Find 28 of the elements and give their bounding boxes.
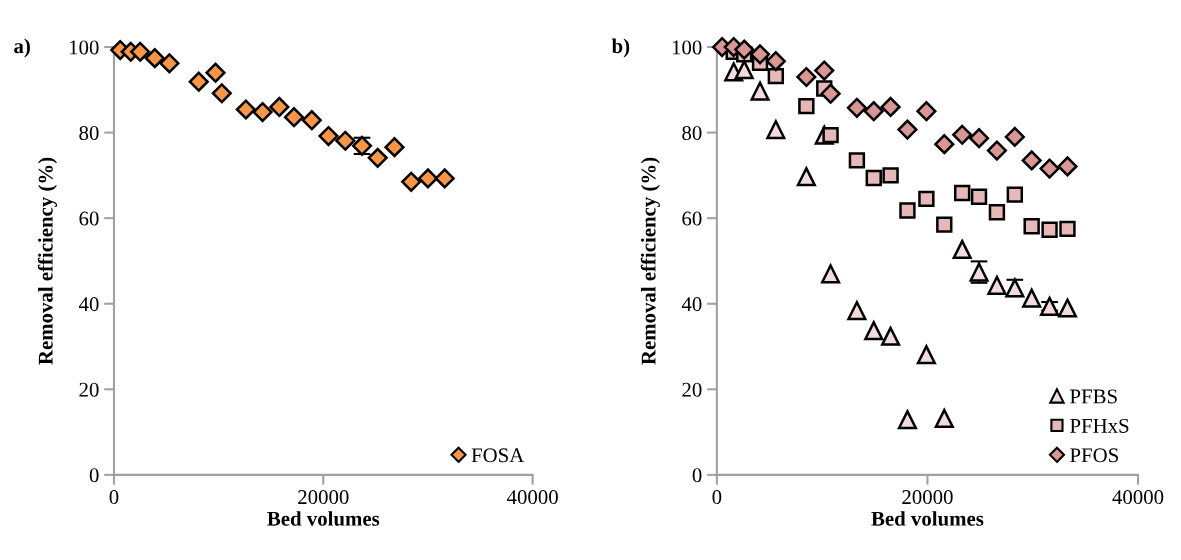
y-tick-label: 60 <box>682 211 702 226</box>
y-tick-label: 100 <box>69 40 99 55</box>
y-axis-title: Removal efficiency (%) <box>640 157 660 365</box>
chart-title: b) <box>611 38 630 58</box>
x-tick-label: 0 <box>109 490 119 505</box>
y-tick-label: 100 <box>672 40 702 55</box>
legend-label: PFBS <box>1070 389 1117 404</box>
x-tick-label: 40000 <box>507 490 558 505</box>
x-tick-label: 0 <box>712 490 722 505</box>
y-axis-title: Removal efficiency (%) <box>37 157 58 365</box>
legend-label: PFOS <box>1070 448 1118 463</box>
y-tick-label: 40 <box>681 297 702 312</box>
x-axis-title: Bed volumes <box>267 511 380 526</box>
y-tick-label: 20 <box>79 382 99 397</box>
chart-title: a) <box>14 38 30 58</box>
y-tick-label: 80 <box>79 125 99 141</box>
legend-label: FOSA <box>471 448 525 463</box>
x-tick-label: 40000 <box>1112 490 1164 505</box>
y-tick-label: 0 <box>692 468 702 483</box>
x-tick-label: 20000 <box>902 490 953 505</box>
y-tick-label: 80 <box>682 125 702 141</box>
y-tick-label: 0 <box>89 468 99 483</box>
y-tick-label: 60 <box>79 211 99 226</box>
x-axis-title: Bed volumes <box>871 511 984 526</box>
y-tick-label: 20 <box>682 382 702 397</box>
y-tick-label: 40 <box>78 297 99 312</box>
legend-label: PFHxS <box>1070 418 1129 433</box>
x-tick-label: 20000 <box>298 490 349 505</box>
